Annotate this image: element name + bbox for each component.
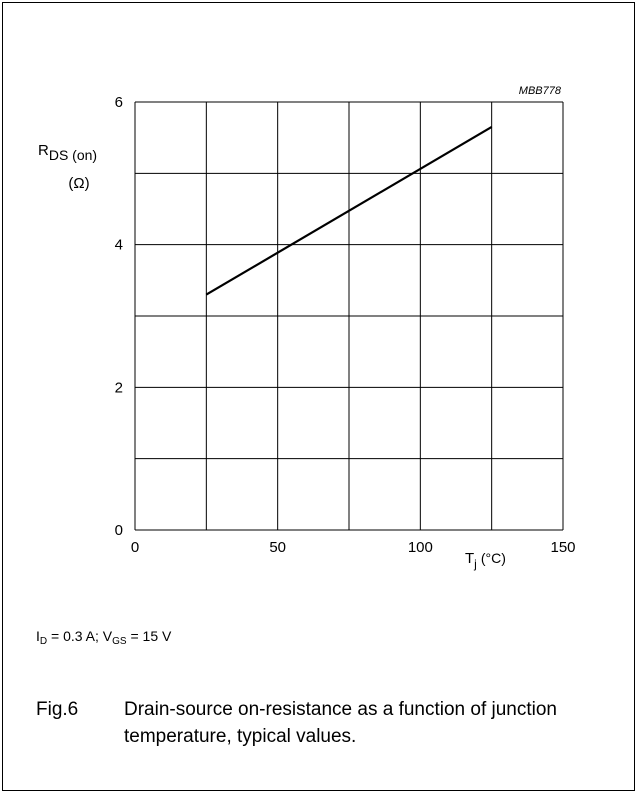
series-line [205,126,493,296]
x-tick-label: 100 [408,539,433,556]
chart-grid [134,101,564,531]
y-axis-unit: (Ω) [68,175,89,192]
x-tick-label: 0 [131,539,139,556]
test-conditions: ID = 0.3 A; VGS = 15 V [36,628,172,647]
chart: 0 50 100 150 0 2 4 6 MBB778 RDS (on) (Ω) Tj (°C) [38,85,576,571]
figure-caption-text: Drain-source on-resistance as a function… [124,699,558,747]
y-tick-label: 0 [115,522,123,539]
y-tick-label: 6 [115,94,123,111]
y-tick-label: 2 [115,379,123,396]
chart-series [205,126,493,296]
x-tick-label: 50 [269,539,286,556]
y-axis-label: RDS (on) [38,142,97,163]
figure-number: Fig.6 [36,699,79,720]
x-axis-label: Tj (°C) [465,550,506,571]
chart-ticks: 0 50 100 150 0 2 4 6 [115,94,576,556]
y-tick-label: 4 [115,237,123,254]
figure-code: MBB778 [519,85,562,97]
x-tick-label: 150 [550,539,575,556]
